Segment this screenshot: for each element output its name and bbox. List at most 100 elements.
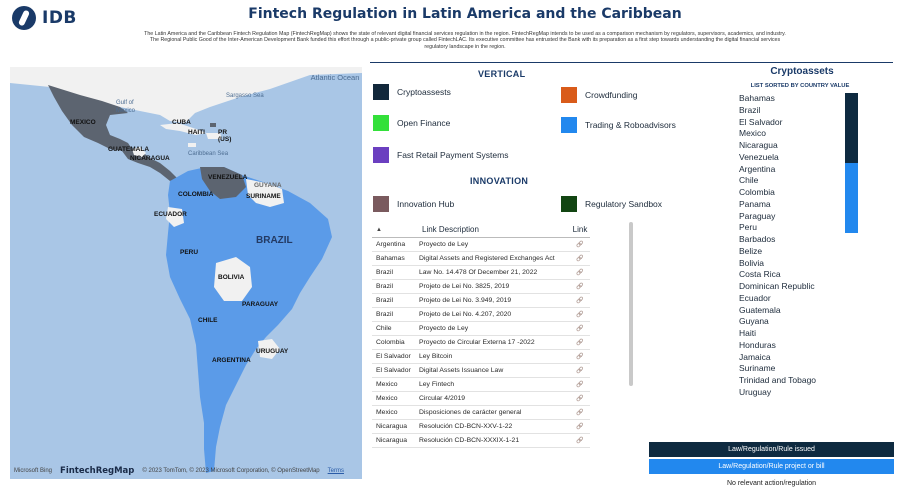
map-region-central-america[interactable] [122, 149, 178, 181]
map-region-venezuela[interactable] [200, 167, 246, 199]
table-row[interactable]: Colombia Proyecto de Circular Externa 17 … [372, 336, 590, 350]
link-icon[interactable]: 🔗 [576, 396, 584, 402]
table-row[interactable]: Brazil Projeto de Lei No. 3825, 2019 🔗 [372, 280, 590, 294]
link-icon[interactable]: 🔗 [576, 242, 584, 248]
crypto-country-item[interactable]: Honduras [739, 339, 776, 350]
row-country: Nicaragua [376, 423, 407, 430]
link-icon[interactable]: 🔗 [576, 382, 584, 388]
crypto-country-item[interactable]: Guyana [739, 316, 769, 327]
header-link[interactable]: Link [572, 225, 588, 234]
sort-icon[interactable]: ▲ [376, 226, 382, 233]
map-region-mexico[interactable] [48, 85, 132, 151]
link-icon[interactable]: 🔗 [576, 256, 584, 262]
table-row[interactable]: El Salvador Digital Assets Issuance Law 🔗 [372, 364, 590, 378]
map-region-hispaniola[interactable] [206, 133, 222, 139]
legend-regulatory-sandbox[interactable]: Regulatory Sandbox [561, 196, 662, 212]
crypto-country-item[interactable]: Guatemala [739, 304, 781, 315]
legend-swatch [561, 196, 577, 212]
crypto-country-item[interactable]: Suriname [739, 363, 776, 374]
map-region-bolivia[interactable] [214, 257, 252, 301]
map-label-pr: PR (US) [218, 129, 232, 143]
table-row[interactable]: Mexico Ley Fintech 🔗 [372, 378, 590, 392]
crypto-country-item[interactable]: Brazil [739, 104, 761, 115]
table-scrollbar[interactable] [629, 222, 633, 386]
crypto-country-item[interactable]: Trinidad and Tobago [739, 375, 817, 385]
terms-link[interactable]: Terms [327, 468, 344, 474]
legend-open-finance[interactable]: Open Finance [373, 115, 450, 131]
legend-crowdfunding[interactable]: Crowdfunding [561, 87, 637, 103]
regulation-table[interactable]: ▲ Link Description Link Argentina Proyect… [372, 222, 590, 456]
table-row[interactable]: Nicaragua Resolución CD-BCN-XXXIX-1-21 🔗 [372, 434, 590, 448]
crypto-country-item[interactable]: Ecuador [739, 292, 771, 303]
crypto-country-item[interactable]: Jamaica [739, 351, 771, 362]
legend-cryptoassets[interactable]: Cryptoassests [373, 84, 451, 100]
table-row[interactable]: Nicaragua Resolución CD-BCN-XXV-1-22 🔗 [372, 420, 590, 434]
table-row[interactable]: Mexico Disposiciones de carácter general 🔗 [372, 406, 590, 420]
link-icon[interactable]: 🔗 [576, 298, 584, 304]
crypto-country-item[interactable]: Nicaragua [739, 140, 778, 150]
map-region-jamaica[interactable] [188, 143, 196, 147]
status-legend-issued[interactable]: Law/Regulation/Rule issued [649, 442, 894, 457]
map-region-south-america[interactable] [166, 167, 332, 473]
header-link-description[interactable]: Link Description [422, 225, 479, 234]
row-country: Brazil [376, 311, 393, 318]
map-region-cuba[interactable] [160, 123, 206, 135]
status-legend-none[interactable]: No relevant action/regulation [649, 476, 894, 491]
crypto-country-item[interactable]: Bahamas [739, 93, 775, 103]
link-icon[interactable]: 🔗 [576, 340, 584, 346]
crypto-country-item[interactable]: Belize [739, 245, 763, 256]
crypto-country-item[interactable]: Paraguay [739, 210, 776, 221]
crypto-country-item[interactable]: Uruguay [739, 386, 772, 397]
legend-trading-roboadvisors[interactable]: Trading & Roboadvisors [561, 117, 676, 133]
status-legend-project[interactable]: Law/Regulation/Rule project or bill [649, 459, 894, 474]
table-row[interactable]: Mexico Circular 4/2019 🔗 [372, 392, 590, 406]
table-header: ▲ Link Description Link [372, 222, 590, 238]
link-icon[interactable]: 🔗 [576, 410, 584, 416]
link-icon[interactable]: 🔗 [576, 312, 584, 318]
map-region-uruguay[interactable] [258, 339, 280, 359]
table-row[interactable]: Brazil Projeto de Lei No. 4.207, 2020 🔗 [372, 308, 590, 322]
crypto-country-item[interactable]: Panama [739, 198, 771, 209]
crypto-country-item[interactable]: El Salvador [739, 116, 783, 127]
row-description: Disposiciones de carácter general [419, 409, 522, 416]
row-country: Brazil [376, 283, 393, 290]
crypto-country-item[interactable]: Mexico [739, 128, 766, 139]
crypto-country-item[interactable]: Peru [739, 222, 757, 233]
link-icon[interactable]: 🔗 [576, 284, 584, 290]
row-description: Proyecto de Ley [419, 241, 469, 248]
table-body: Argentina Proyecto de Ley 🔗 Bahamas Digital … [372, 238, 590, 448]
fintech-map[interactable]: Atlantic Ocean Sargasso Sea Gulf of Mexi… [10, 67, 362, 479]
crypto-country-item[interactable]: Argentina [739, 163, 776, 174]
link-icon[interactable]: 🔗 [576, 424, 584, 430]
map-label-ecuador: ECUADOR [154, 211, 187, 218]
crypto-country-item[interactable]: Chile [739, 175, 759, 186]
legend-fast-retail-payments[interactable]: Fast Retail Payment Systems [373, 147, 508, 163]
link-icon[interactable]: 🔗 [576, 368, 584, 374]
crypto-country-item[interactable]: Venezuela [739, 151, 779, 162]
table-row[interactable]: Bahamas Digital Assets and Registered Exc… [372, 252, 590, 266]
row-description: Proyecto de Ley [419, 325, 469, 332]
crypto-country-item[interactable]: Barbados [739, 234, 776, 244]
crypto-country-list[interactable]: Bahamas Brazil El Salvador Mexico Nicaragua V… [739, 93, 849, 399]
map-region-belize[interactable] [132, 147, 146, 157]
row-description: Projeto de Lei No. 3825, 2019 [419, 283, 510, 290]
table-row[interactable]: Brazil Projeto de Lei No. 3.949, 2019 🔗 [372, 294, 590, 308]
link-icon[interactable]: 🔗 [576, 438, 584, 444]
map-canvas[interactable] [10, 67, 362, 479]
link-icon[interactable]: 🔗 [576, 270, 584, 276]
map-region-ecuador[interactable] [166, 207, 184, 227]
crypto-country-item[interactable]: Costa Rica [739, 269, 781, 280]
crypto-country-item[interactable]: Bolivia [739, 257, 765, 268]
table-row[interactable]: Chile Proyecto de Ley 🔗 [372, 322, 590, 336]
table-row[interactable]: Argentina Proyecto de Ley 🔗 [372, 238, 590, 252]
map-region-bahamas[interactable] [210, 123, 216, 127]
table-row[interactable]: Brazil Law No. 14.478 Of December 21, 202… [372, 266, 590, 280]
crypto-country-item[interactable]: Haiti [739, 328, 757, 338]
crypto-country-item[interactable]: Colombia [739, 187, 775, 197]
table-row[interactable]: El Salvador Ley Bitcoin 🔗 [372, 350, 590, 364]
link-icon[interactable]: 🔗 [576, 326, 584, 332]
legend-innovation-hub[interactable]: Innovation Hub [373, 196, 454, 212]
map-region-guianas[interactable] [246, 179, 284, 207]
crypto-country-item[interactable]: Dominican Republic [739, 281, 815, 291]
link-icon[interactable]: 🔗 [576, 354, 584, 360]
